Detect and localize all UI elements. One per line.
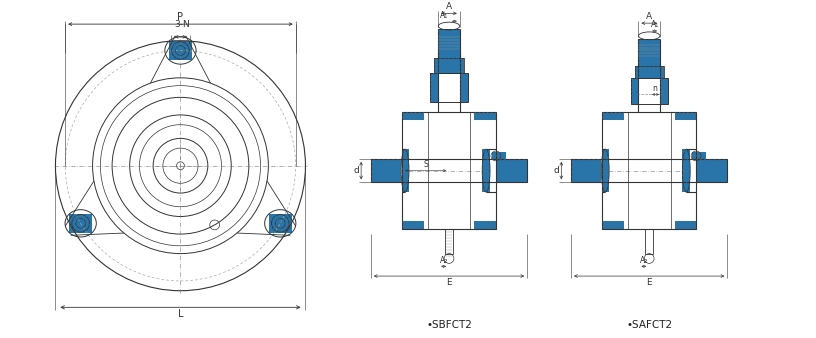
Text: d: d <box>353 166 359 175</box>
Polygon shape <box>431 73 438 102</box>
Bar <box>602 112 696 229</box>
Bar <box>631 78 667 104</box>
Polygon shape <box>438 29 459 58</box>
Polygon shape <box>602 221 623 229</box>
Polygon shape <box>675 221 696 229</box>
Bar <box>428 112 471 229</box>
Bar <box>571 159 727 182</box>
Polygon shape <box>675 112 696 120</box>
Text: •SAFCT2: •SAFCT2 <box>626 320 672 330</box>
Text: S: S <box>424 160 428 169</box>
Polygon shape <box>371 159 401 182</box>
Text: A₂: A₂ <box>440 256 448 265</box>
Polygon shape <box>169 41 193 60</box>
Polygon shape <box>268 214 292 233</box>
Polygon shape <box>497 159 527 182</box>
Text: A₁: A₁ <box>440 11 448 20</box>
Polygon shape <box>474 221 496 229</box>
Text: 3-N: 3-N <box>175 20 190 29</box>
Text: •SBFCT2: •SBFCT2 <box>426 320 472 330</box>
Polygon shape <box>402 221 424 229</box>
Text: P: P <box>177 12 184 22</box>
Polygon shape <box>602 149 610 192</box>
Text: A₂: A₂ <box>640 256 648 265</box>
Polygon shape <box>474 112 496 120</box>
Polygon shape <box>660 78 667 104</box>
Bar <box>431 73 468 102</box>
Polygon shape <box>571 159 601 182</box>
Polygon shape <box>434 58 463 73</box>
Bar <box>434 58 463 73</box>
Text: A₁: A₁ <box>650 21 659 29</box>
Polygon shape <box>635 66 664 78</box>
Polygon shape <box>482 149 490 192</box>
Text: d: d <box>553 166 559 175</box>
Text: E: E <box>446 278 452 287</box>
Bar <box>628 112 671 229</box>
Polygon shape <box>492 152 506 160</box>
Polygon shape <box>69 214 92 233</box>
Polygon shape <box>638 39 660 66</box>
Text: L: L <box>178 309 184 319</box>
Text: E: E <box>646 278 652 287</box>
Polygon shape <box>459 73 468 102</box>
Bar <box>635 66 664 78</box>
Polygon shape <box>692 152 706 160</box>
Polygon shape <box>631 78 638 104</box>
Polygon shape <box>682 149 690 192</box>
Bar <box>371 159 527 182</box>
Polygon shape <box>602 112 623 120</box>
Bar <box>402 112 496 229</box>
Text: A: A <box>446 2 452 11</box>
Polygon shape <box>402 149 409 192</box>
Text: n: n <box>652 84 657 93</box>
Polygon shape <box>697 159 727 182</box>
Polygon shape <box>402 112 424 120</box>
Text: A: A <box>646 12 652 21</box>
